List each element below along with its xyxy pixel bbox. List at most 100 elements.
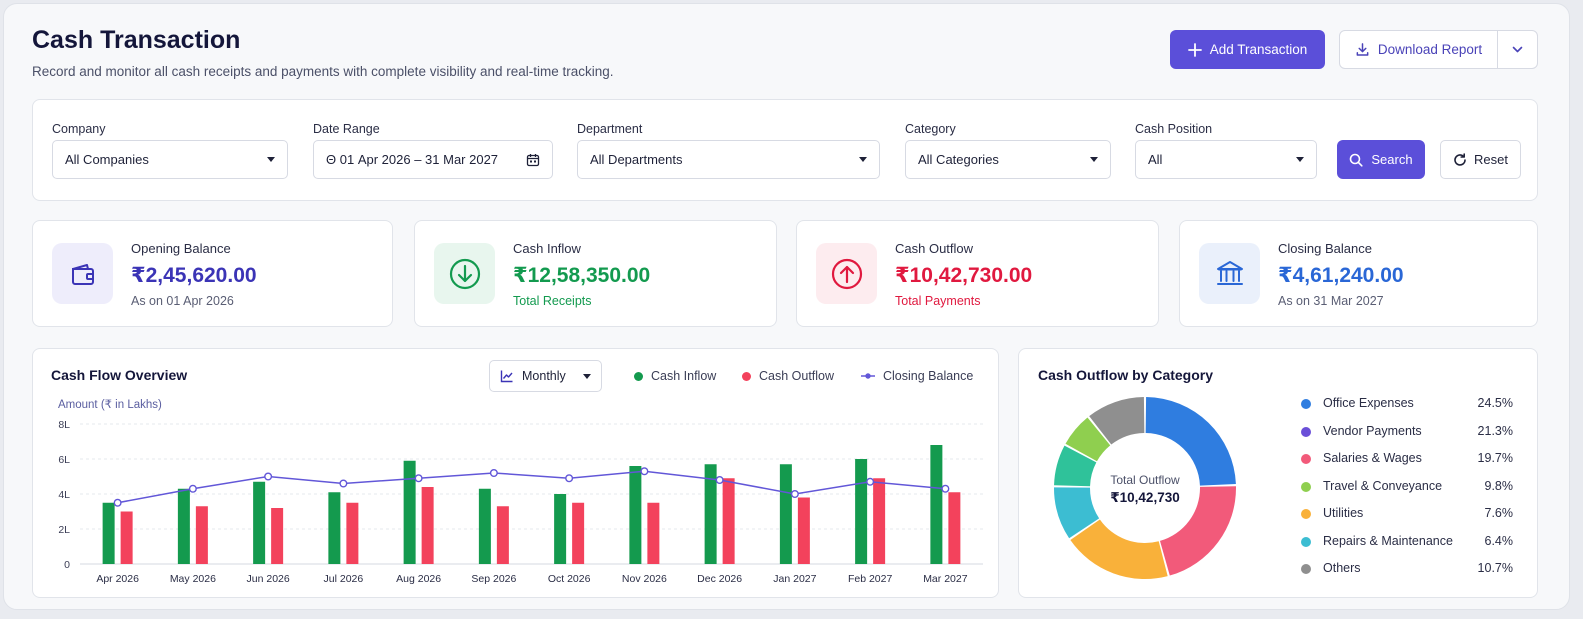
cash-position-select[interactable]: All: [1135, 140, 1317, 179]
closing-balance-point: [188, 484, 197, 493]
legend-closing-balance: Closing Balance: [861, 369, 973, 383]
department-value: All Departments: [590, 152, 683, 167]
y-tick-label: 0: [64, 559, 70, 571]
donut-legend-item: Salaries & Wages 19.7%: [1301, 451, 1513, 467]
legend-label: Cash Inflow: [651, 369, 717, 383]
search-button[interactable]: Search: [1337, 140, 1425, 179]
donut-slice: [1065, 417, 1111, 462]
add-transaction-button[interactable]: Add Transaction: [1170, 30, 1325, 69]
legend-category-percent: 10.7%: [1477, 561, 1513, 575]
date-range-label: Date Range: [313, 122, 380, 136]
period-select[interactable]: Monthly: [489, 360, 602, 392]
opening-balance-label: Opening Balance: [131, 241, 231, 256]
period-value: Monthly: [522, 369, 566, 383]
closing-balance-sub: As on 31 Mar 2027: [1278, 294, 1384, 308]
x-tick-label: Feb 2027: [848, 573, 893, 585]
cash-outflow-label: Cash Outflow: [895, 241, 974, 256]
download-report-button[interactable]: Download Report: [1339, 30, 1538, 69]
add-transaction-label: Add Transaction: [1209, 42, 1308, 57]
legend-swatch: [742, 371, 751, 381]
cash-inflow-sub: Total Receipts: [513, 294, 592, 308]
closing-balance-point: [264, 472, 273, 481]
arrow-down-circle-icon: [449, 258, 480, 289]
legend-swatch: [1301, 454, 1311, 464]
calendar-icon: [526, 153, 540, 166]
department-label: Department: [577, 122, 643, 136]
outflow-bar: [797, 497, 810, 564]
x-tick-label: May 2026: [170, 573, 216, 585]
category-label: Category: [905, 122, 956, 136]
closing-balance-line: [117, 470, 946, 504]
donut-slice: [1054, 445, 1097, 487]
outflow-bar: [572, 502, 585, 564]
donut-slice: [1159, 486, 1236, 576]
date-range-picker[interactable]: Θ 01 Apr 2026 – 31 Mar 2027: [313, 140, 553, 179]
date-range-text: Θ 01 Apr 2026 – 31 Mar 2027: [326, 152, 498, 167]
inflow-bar: [855, 459, 868, 564]
donut-legend-item: Office Expenses 24.5%: [1301, 396, 1513, 412]
donut-slice: [1145, 397, 1236, 486]
legend-swatch: [1301, 426, 1311, 437]
legend-category-percent: 9.8%: [1484, 478, 1514, 493]
reset-label: Reset: [1474, 152, 1508, 167]
legend-cash-inflow: Cash Inflow: [634, 369, 716, 383]
outflow-bar: [722, 478, 735, 564]
dropdown-arrow-icon: [859, 157, 867, 162]
legend-label: Closing Balance: [883, 369, 974, 383]
category-value: All Categories: [918, 152, 999, 167]
closing-balance-point: [790, 489, 799, 498]
inflow-bar: [554, 494, 567, 564]
closing-balance-point: [565, 474, 574, 483]
outflow-bar: [647, 502, 660, 564]
inflow-bar: [629, 466, 642, 564]
y-tick-label: 2L: [58, 524, 70, 536]
opening-balance-card: Opening Balance ₹2,45,620.00 As on 01 Ap…: [32, 220, 393, 327]
x-tick-label: Mar 2027: [923, 573, 968, 585]
outflow-category-title: Cash Outflow by Category: [1038, 367, 1214, 383]
legend-swatch: [1301, 509, 1311, 519]
page-title: Cash Transaction: [32, 26, 241, 54]
filter-bar: Company All Companies Date Range Θ 01 Ap…: [32, 99, 1538, 201]
legend-category-name: Travel & Conveyance: [1323, 478, 1443, 493]
closing-balance-point: [941, 484, 950, 493]
reset-button[interactable]: Reset: [1440, 140, 1521, 179]
legend-swatch: [1301, 536, 1311, 547]
cash-flow-title: Cash Flow Overview: [51, 367, 188, 383]
legend-category-percent: 19.7%: [1477, 451, 1513, 465]
department-select[interactable]: All Departments: [577, 140, 880, 179]
x-tick-label: Jun 2026: [247, 573, 290, 585]
inflow-bar: [930, 445, 943, 564]
closing-balance-point: [489, 468, 498, 477]
download-icon: [1356, 43, 1369, 56]
donut-legend-item: Repairs & Maintenance 6.4%: [1301, 534, 1513, 550]
x-tick-label: Jan 2027: [773, 573, 816, 585]
inflow-bar: [403, 460, 416, 564]
closing-balance-card: Closing Balance ₹4,61,240.00 As on 31 Ma…: [1179, 220, 1538, 327]
download-options-toggle[interactable]: [1498, 31, 1537, 68]
opening-balance-icon-box: [52, 243, 113, 304]
company-select[interactable]: All Companies: [52, 140, 288, 179]
closing-balance-point: [339, 479, 348, 488]
date-range-prefix: Θ: [326, 152, 337, 167]
dropdown-arrow-icon: [267, 157, 275, 162]
legend-category-name: Salaries & Wages: [1323, 451, 1422, 465]
legend-category-name: Repairs & Maintenance: [1323, 533, 1453, 548]
legend-category-percent: 6.4%: [1484, 533, 1514, 548]
legend-category-name: Office Expenses: [1323, 396, 1414, 410]
chevron-down-icon: [1512, 46, 1523, 53]
outflow-bar: [346, 502, 359, 564]
donut-legend-item: Utilities 7.6%: [1301, 506, 1513, 522]
donut-legend-item: Travel & Conveyance 9.8%: [1301, 479, 1513, 495]
legend-category-name: Utilities: [1323, 506, 1364, 520]
y-axis-label: Amount (₹ in Lakhs): [58, 399, 162, 411]
category-select[interactable]: All Categories: [905, 140, 1111, 179]
closing-balance-label: Closing Balance: [1278, 241, 1372, 256]
inflow-bar: [478, 488, 491, 564]
outflow-bar: [948, 492, 961, 564]
legend-swatch: [1301, 564, 1311, 574]
inflow-bar: [177, 488, 190, 564]
dropdown-arrow-icon: [1296, 157, 1304, 162]
download-report-main[interactable]: Download Report: [1340, 31, 1498, 68]
search-icon: [1350, 153, 1363, 167]
legend-category-name: Vendor Payments: [1323, 423, 1422, 438]
